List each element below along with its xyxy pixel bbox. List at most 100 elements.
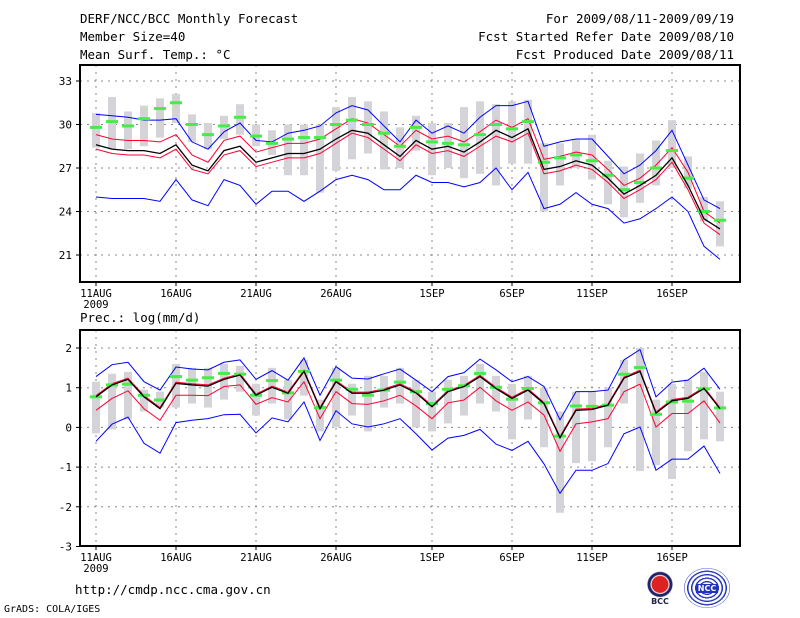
precip-ensemble-bar: [716, 391, 724, 442]
precip-median-mark: [522, 386, 534, 390]
temp-ensemble-bar: [284, 124, 292, 176]
precip-ensemble-bar: [444, 379, 452, 424]
precip-ytick-label: 2: [65, 342, 72, 355]
source-url: http://cmdp.ncc.cma.gov.cn: [75, 582, 271, 597]
temp-median-mark: [682, 176, 694, 180]
temp-median-mark: [698, 210, 710, 213]
temp-ytick-label: 30: [59, 119, 72, 132]
temp-median-mark: [298, 136, 310, 140]
precip-title: Prec.: log(mm/d): [80, 310, 201, 325]
temp-ensemble-bar: [460, 107, 468, 179]
precip-ensemble-bar: [668, 383, 676, 480]
temp-xtick-label: 16SEP: [656, 288, 688, 300]
precip-median-mark: [394, 380, 406, 384]
precip-median-mark: [650, 412, 662, 416]
precip-xtick-label: 26AUG: [320, 552, 352, 564]
precip-median-mark: [666, 400, 678, 404]
temp-ensemble-bar: [508, 101, 516, 164]
precip-ensemble-bar: [604, 387, 612, 448]
temp-xtick-label: 16AUG: [160, 288, 192, 300]
temp-ensemble-bar: [540, 143, 548, 212]
variable-label: Mean Surf. Temp.: °C: [80, 47, 231, 62]
precip-ytick-label: 1: [65, 382, 72, 395]
forecast-period: For 2009/08/11-2009/09/19: [545, 11, 734, 26]
temp-median-mark: [154, 107, 166, 111]
precip-year-label: 2009: [83, 563, 108, 575]
precip-median-mark: [570, 404, 582, 408]
temp-median-mark: [346, 118, 358, 122]
temp-xtick-label: 11AUG: [80, 288, 112, 300]
temp-xtick-label: 6SEP: [499, 288, 524, 300]
precip-xtick-label: 11SEP: [576, 552, 608, 564]
precip-ensemble-bar: [396, 367, 404, 404]
temp-ytick-label: 33: [59, 75, 72, 88]
temp-ensemble-bar: [588, 134, 596, 180]
temp-median-mark: [234, 115, 246, 119]
precip-plot-area: [80, 330, 740, 546]
temp-ensemble-bar: [492, 104, 500, 186]
precip-xtick-label: 16AUG: [160, 552, 192, 564]
precip-ensemble-bar: [172, 363, 180, 408]
temp-median-mark: [554, 156, 566, 160]
temp-ytick-label: 21: [59, 249, 72, 262]
temp-median-mark: [314, 136, 326, 140]
precip-xtick-label: 6SEP: [499, 552, 524, 564]
precip-median-mark: [266, 379, 278, 383]
bcc-logo: BCC: [642, 570, 678, 606]
temp-year-label: 2009: [83, 299, 108, 311]
precip-ensemble-bar: [108, 373, 116, 430]
temp-ensemble-bar: [620, 166, 628, 218]
precip-ensemble-bar: [300, 359, 308, 396]
temp-ensemble-bar: [236, 104, 244, 135]
precip-ensemble-bar: [508, 383, 516, 440]
temp-median-mark: [90, 125, 102, 129]
temp-median-mark: [170, 101, 182, 105]
precip-median-mark: [506, 397, 518, 401]
temp-ytick-label: 27: [59, 162, 72, 175]
temp-xtick-label: 1SEP: [419, 288, 444, 300]
temp-red-upper-line: [95, 117, 721, 224]
temp-ensemble-bar: [444, 123, 452, 168]
temp-plot-frame: [79, 64, 741, 283]
precip-median-mark: [442, 387, 454, 391]
precip-ensemble-bar: [492, 375, 500, 412]
precip-ensemble-bar: [92, 381, 100, 434]
precip-ensemble-bar: [140, 389, 148, 412]
temp-median-mark: [394, 144, 406, 148]
temp-mean-line: [95, 127, 721, 230]
temp-ensemble-bar: [556, 143, 564, 186]
temp-plot-area: [80, 65, 740, 282]
produced-date: Fcst Produced Date 2009/08/11: [515, 47, 734, 62]
temp-median-mark: [378, 131, 390, 135]
precip-median-mark: [330, 378, 342, 382]
temp-xtick-label: 21AUG: [240, 288, 272, 300]
precip-blue-upper-line: [95, 348, 721, 421]
precip-median-mark: [426, 402, 438, 406]
precip-ensemble-bar: [540, 387, 548, 448]
precip-xtick-label: 21AUG: [240, 552, 272, 564]
precip-ensemble-bar: [124, 371, 132, 420]
temp-ensemble-bar: [140, 105, 148, 147]
precip-ensemble-bar: [684, 379, 692, 452]
temp-ensemble-bar: [524, 99, 532, 164]
precip-median-mark: [682, 399, 694, 403]
chart-title: DERF/NCC/BCC Monthly Forecast: [80, 11, 299, 26]
precip-median-mark: [218, 371, 230, 375]
temp-ensemble-bar: [156, 98, 164, 138]
precip-blue-lower-line: [95, 401, 721, 495]
precip-ensemble-bar: [588, 391, 596, 462]
precip-median-mark: [154, 398, 166, 402]
precip-red-lower-line: [95, 380, 721, 453]
precip-median-mark: [346, 387, 358, 391]
precip-ensemble-bar: [524, 375, 532, 420]
precip-ensemble-bar: [572, 391, 580, 464]
temp-ensemble-bar: [172, 94, 180, 124]
temp-median-mark: [634, 181, 646, 184]
precip-median-mark: [586, 404, 598, 408]
precip-ensemble-bar: [364, 375, 372, 432]
temp-median-mark: [474, 133, 486, 137]
precip-median-mark: [234, 372, 246, 376]
precip-median-mark: [410, 390, 422, 394]
temp-ensemble-bar: [380, 111, 388, 170]
